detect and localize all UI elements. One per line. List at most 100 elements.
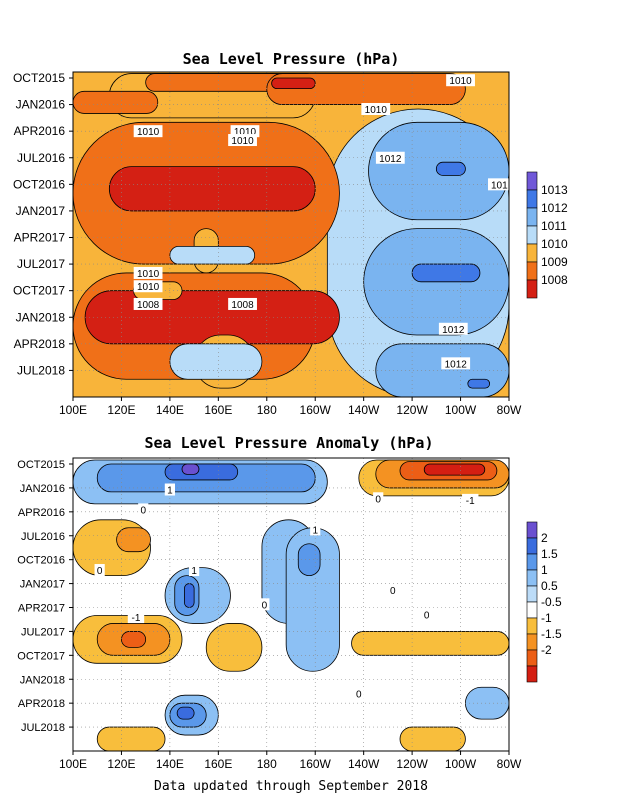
x-tick-label: 120W — [396, 757, 428, 771]
contour-region — [467, 378, 491, 389]
x-tick-label: 80W — [497, 757, 522, 771]
contour-label-bg — [310, 523, 321, 536]
contour-label-bg — [189, 564, 200, 577]
contour-label: 1010 — [365, 105, 388, 116]
y-tick-label: JUL2017 — [21, 626, 65, 638]
contour-label-bg — [164, 483, 175, 496]
contour-label: 1010 — [137, 282, 160, 293]
slp-anomaly-x-ticks: 100E 120E 140E 160E 180 160W 140W 120W 100W 80W — [59, 751, 522, 771]
x-tick-label: 140W — [348, 403, 380, 417]
contour-label-bg — [259, 598, 270, 611]
contour-label-bg — [127, 611, 145, 624]
contour-label: 0 — [375, 494, 381, 505]
y-tick-label: OCT2015 — [17, 459, 65, 471]
legend-swatch — [526, 601, 538, 619]
contour-region — [181, 463, 200, 475]
x-tick-label: 160W — [300, 757, 332, 771]
y-tick-label: JUL2018 — [17, 363, 65, 377]
contour-label: -1 — [132, 613, 141, 624]
contour-region — [108, 166, 316, 212]
legend-level-label: 0.5 — [541, 579, 558, 593]
contour-label-bg — [353, 687, 364, 700]
y-tick-label: JAN2018 — [16, 310, 66, 324]
contour-label-bg — [230, 125, 260, 138]
contour-region — [423, 463, 486, 476]
contour-label: 1010 — [231, 136, 254, 147]
legend-level-label: 1009 — [541, 255, 568, 269]
slp-anomaly-legend: 2 1.5 1 0.5 -0.5 -1 -1.5 -2 — [526, 521, 562, 683]
contour-region — [184, 583, 195, 608]
legend-swatch — [526, 585, 538, 603]
contour-region — [411, 263, 481, 283]
contour-label: 0 — [97, 566, 103, 577]
slp-y-ticks: OCT2015 JAN2016 APR2016 JUL2016 OCT2016 JAN20… — [13, 71, 73, 377]
contour-label: 0 — [424, 611, 430, 622]
contour-label-bg — [441, 357, 471, 370]
legend-swatch — [526, 649, 538, 667]
contour-label-bg — [133, 297, 163, 310]
contour-region — [169, 245, 256, 265]
y-tick-label: JAN2017 — [16, 204, 66, 218]
y-tick-label: APR2016 — [14, 124, 66, 138]
contour-label-bg — [228, 134, 257, 147]
legend-level-label: 1.5 — [541, 547, 558, 561]
y-tick-label: JAN2016 — [16, 98, 66, 112]
contour-label-bg — [446, 74, 475, 87]
x-tick-label: 100W — [445, 757, 477, 771]
contour-region — [164, 463, 239, 481]
contour-label-bg — [133, 266, 163, 279]
x-tick-label: 100E — [59, 757, 87, 771]
slp-anomaly-panel: Sea Level Pressure Anomaly (hPa) 10 -1010… — [17, 434, 562, 771]
x-tick-label: 120E — [107, 403, 135, 417]
contour-region — [271, 77, 316, 90]
slp-anomaly-y-ticks: OCT2015 JAN2016 APR2016 JUL2016 OCT2016 JAN20… — [17, 459, 73, 734]
legend-swatch — [526, 189, 538, 209]
contour-region — [121, 631, 147, 648]
legend-swatch — [526, 569, 538, 587]
legend-swatch — [526, 207, 538, 227]
legend-level-label: -0.5 — [541, 595, 562, 609]
contour-label: -1 — [466, 496, 475, 507]
x-tick-label: 160E — [204, 757, 232, 771]
y-tick-label: JUL2017 — [17, 257, 65, 271]
legend-swatch — [526, 279, 538, 299]
legend-level-label: 1013 — [541, 183, 568, 197]
x-tick-label: 160E — [204, 403, 232, 417]
contour-label-bg — [361, 103, 391, 116]
slp-chart-title: Sea Level Pressure (hPa) — [183, 50, 400, 68]
x-tick-label: 140E — [156, 757, 184, 771]
contour-label: 1010 — [234, 127, 257, 138]
contour-label: 0 — [390, 586, 396, 597]
slp-legend: 1013 1012 1011 1010 1009 1008 — [526, 171, 568, 299]
slp-x-ticks: 100E 120E 140E 160E 180 160W 140W 120W 100W 80W — [59, 397, 522, 417]
contour-region — [116, 527, 151, 553]
contour-label: 0 — [140, 505, 146, 516]
contour-label-bg — [133, 125, 163, 138]
y-tick-label: JUL2018 — [21, 722, 65, 734]
y-tick-label: JUL2016 — [21, 531, 65, 543]
x-tick-label: 100E — [59, 403, 87, 417]
legend-swatch — [526, 633, 538, 651]
x-tick-label: 140W — [348, 757, 380, 771]
contour-label-bg — [421, 608, 432, 621]
y-tick-label: APR2018 — [14, 337, 66, 351]
contour-label: 1 — [191, 566, 197, 577]
contour-label-bg — [133, 280, 163, 293]
y-tick-label: APR2018 — [18, 698, 65, 710]
contour-label: 1 — [312, 525, 318, 536]
contour-label-bg — [488, 178, 509, 191]
contour-label: 1010 — [137, 127, 160, 138]
contour-label-bg — [387, 583, 398, 596]
legend-swatch — [526, 243, 538, 263]
legend-level-label: 1010 — [541, 237, 568, 251]
contour-label-bg — [438, 322, 468, 335]
legend-level-label: 1011 — [541, 219, 567, 233]
slp-anomaly-chart-title: Sea Level Pressure Anomaly (hPa) — [145, 434, 434, 452]
contour-label-bg — [138, 503, 149, 516]
legend-swatch — [526, 553, 538, 571]
contour-region — [169, 343, 263, 380]
contour-region — [399, 726, 466, 751]
x-tick-label: 120E — [107, 757, 135, 771]
y-tick-label: JUL2016 — [17, 151, 65, 165]
